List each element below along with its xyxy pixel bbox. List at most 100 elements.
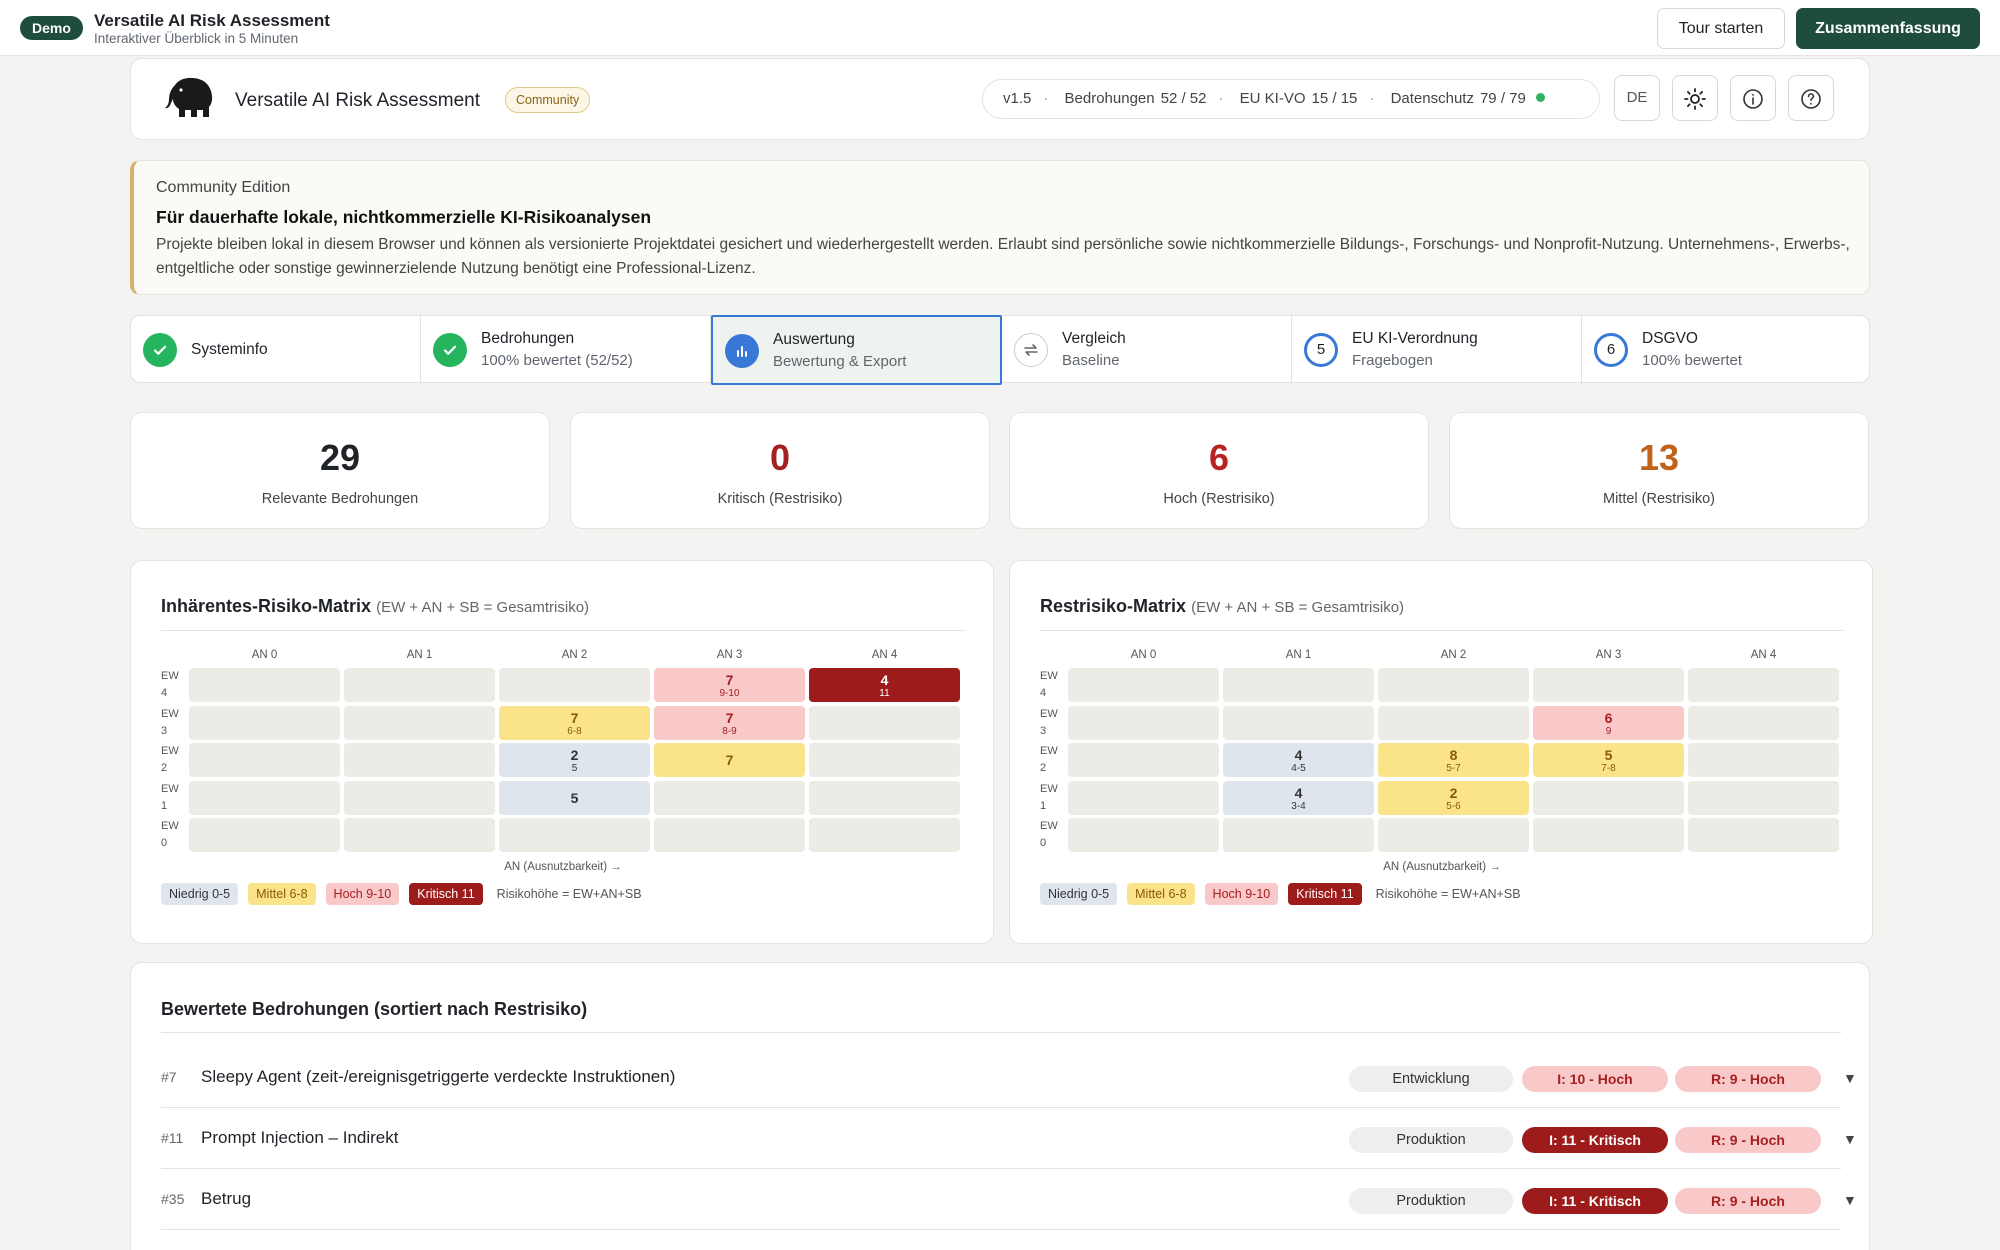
matrix-cell	[1223, 818, 1374, 852]
kpi-critical-residual: 0 Kritisch (Restrisiko)	[570, 412, 990, 529]
legend-kritisch: Kritisch 11	[1288, 883, 1362, 905]
matrix-cell	[654, 780, 805, 815]
step-subtitle: 100% bewertet (52/52)	[481, 352, 633, 369]
cell-range: 7-8	[1601, 763, 1616, 774]
expand-chevron-icon[interactable]: ▼	[1843, 1192, 1857, 1208]
matrix-cell	[344, 780, 495, 815]
matrix-cell[interactable]: 7 6-8	[499, 705, 650, 740]
app-header: Versatile AI Risk Assessment Community v…	[130, 58, 1870, 140]
threat-row[interactable]: #11 Prompt Injection – Indirekt Produkti…	[161, 1108, 1857, 1169]
matrix-cell	[189, 818, 340, 852]
progress-ring-icon: 6	[1594, 333, 1628, 367]
status-dot	[1535, 93, 1545, 102]
inherent-risk-badge: I: 11 - Kritisch	[1522, 1188, 1668, 1214]
column-label: AN 2	[1440, 649, 1467, 661]
stat-value: 79 / 79	[1479, 90, 1526, 107]
matrix-cell	[499, 668, 650, 702]
matrix-cell	[1223, 705, 1374, 740]
row-label: EW 3	[1040, 707, 1058, 737]
legend-note: Risikohöhe = EW+AN+SB	[1375, 887, 1521, 901]
matrix-cell	[344, 743, 495, 777]
matrix-cell[interactable]: 4 3-4	[1223, 780, 1374, 815]
cell-range: 5	[571, 763, 578, 774]
matrix-cell	[1533, 668, 1684, 702]
residual-risk-badge: R: 9 - Hoch	[1675, 1127, 1821, 1153]
help-button[interactable]	[1788, 75, 1834, 121]
legend-hoch: Hoch 9-10	[1204, 883, 1279, 905]
kpi-label: Kritisch (Restrisiko)	[717, 491, 843, 507]
theme-toggle-button[interactable]	[1672, 75, 1718, 121]
language-button[interactable]: DE	[1614, 75, 1660, 121]
step-vergleich[interactable]: Vergleich Baseline	[1002, 316, 1292, 384]
step-title: Auswertung	[773, 331, 855, 348]
matrix-cell[interactable]: 2 5-6	[1378, 780, 1529, 815]
column-label: AN 3	[716, 649, 743, 661]
phase-badge: Produktion	[1349, 1188, 1513, 1214]
threat-row[interactable]: #7 Sleepy Agent (zeit-/ereignisgetrigger…	[161, 1047, 1857, 1108]
row-label: EW 3	[161, 707, 179, 737]
matrix-cell	[1533, 818, 1684, 852]
matrix-cell[interactable]: 7	[654, 743, 805, 777]
threat-row[interactable]: #35 Betrug Produktion I: 11 - Kritisch R…	[161, 1169, 1857, 1230]
community-notice: Community Edition Für dauerhafte lokale,…	[130, 160, 1870, 295]
step-systeminfo[interactable]: Systeminfo	[131, 316, 421, 384]
matrix-cell	[1688, 818, 1839, 852]
cell-count: 7	[725, 709, 734, 726]
progress-ring-icon: 5	[1304, 333, 1338, 367]
column-label: AN 1	[406, 649, 433, 661]
matrix-cell	[189, 705, 340, 740]
row-label: EW 2	[161, 745, 179, 774]
threat-name: Prompt Injection – Indirekt	[201, 1128, 399, 1147]
risk-legend: Niedrig 0-5 Mittel 6-8 Hoch 9-10 Kritisch 1…	[1040, 883, 1521, 905]
step-dsgvo[interactable]: 6 DSGVO 100% bewertet	[1582, 316, 1871, 384]
column-label: AN 4	[1750, 649, 1777, 661]
matrix-cell[interactable]: 7 9-10	[654, 668, 805, 702]
row-label: EW 1	[161, 782, 179, 812]
info-button[interactable]	[1730, 75, 1776, 121]
matrix-cell	[1688, 743, 1839, 777]
step-auswertung[interactable]: Auswertung Bewertung & Export	[711, 315, 1002, 385]
matrix-cell[interactable]: 5 7-8	[1533, 743, 1684, 777]
notice-text: Projekte bleiben lokal in diesem Browser…	[156, 236, 1850, 277]
kpi-label: Hoch (Restrisiko)	[1163, 491, 1275, 507]
cell-count: 7	[725, 672, 734, 688]
summary-button[interactable]: Zusammenfassung	[1796, 8, 1980, 49]
step-eu-ki-verordnung[interactable]: 5 EU KI-Verordnung Fragebogen	[1292, 316, 1582, 384]
matrix-cell[interactable]: 5	[499, 780, 650, 815]
step-title: Bedrohungen	[481, 330, 575, 347]
matrix-cell[interactable]: 8 5-7	[1378, 743, 1529, 777]
inherent-risk-badge: I: 11 - Kritisch	[1522, 1127, 1668, 1153]
tour-start-button[interactable]: Tour starten	[1657, 8, 1785, 49]
matrix-title: Restrisiko-Matrix (EW + AN + SB = Gesamt…	[1040, 596, 1405, 616]
expand-chevron-icon[interactable]: ▼	[1843, 1131, 1857, 1147]
matrix-cell	[1068, 743, 1219, 777]
notice-title: Für dauerhafte lokale, nichtkommerzielle…	[156, 207, 652, 227]
step-subtitle: Bewertung & Export	[773, 353, 907, 370]
app-title: Versatile AI Risk Assessment	[235, 90, 480, 111]
matrix-cell	[1068, 705, 1219, 740]
expand-chevron-icon[interactable]: ▼	[1843, 1070, 1857, 1086]
step-title: Systeminfo	[191, 341, 268, 358]
threat-name: Betrug	[201, 1189, 252, 1208]
top-title: Versatile AI Risk Assessment	[94, 11, 330, 30]
matrix-cell[interactable]: 4 11	[809, 668, 960, 702]
legend-mittel: Mittel 6-8	[1127, 883, 1195, 905]
column-label: AN 4	[871, 649, 898, 661]
matrix-cell[interactable]: 7 8-9	[654, 705, 805, 740]
cell-count: 4	[1294, 784, 1303, 801]
step-title: DSGVO	[1642, 330, 1698, 347]
inherent-risk-matrix: Inhärentes-Risiko-Matrix (EW + AN + SB =…	[130, 560, 994, 944]
x-axis-label: AN (Ausnutzbarkeit) →	[504, 861, 622, 873]
matrix-cell	[1533, 780, 1684, 815]
matrix-cell	[1068, 668, 1219, 702]
step-title: EU KI-Verordnung	[1352, 330, 1478, 347]
top-bar: Demo Versatile AI Risk Assessment Intera…	[0, 0, 2000, 56]
matrix-cell[interactable]: 4 4-5	[1223, 743, 1374, 777]
x-axis-label: AN (Ausnutzbarkeit) →	[1383, 861, 1501, 873]
kpi-label: Relevante Bedrohungen	[261, 491, 419, 507]
step-bedrohungen[interactable]: Bedrohungen 100% bewertet (52/52)	[421, 316, 711, 384]
matrix-cell	[654, 818, 805, 852]
row-label: EW 4	[161, 670, 179, 699]
